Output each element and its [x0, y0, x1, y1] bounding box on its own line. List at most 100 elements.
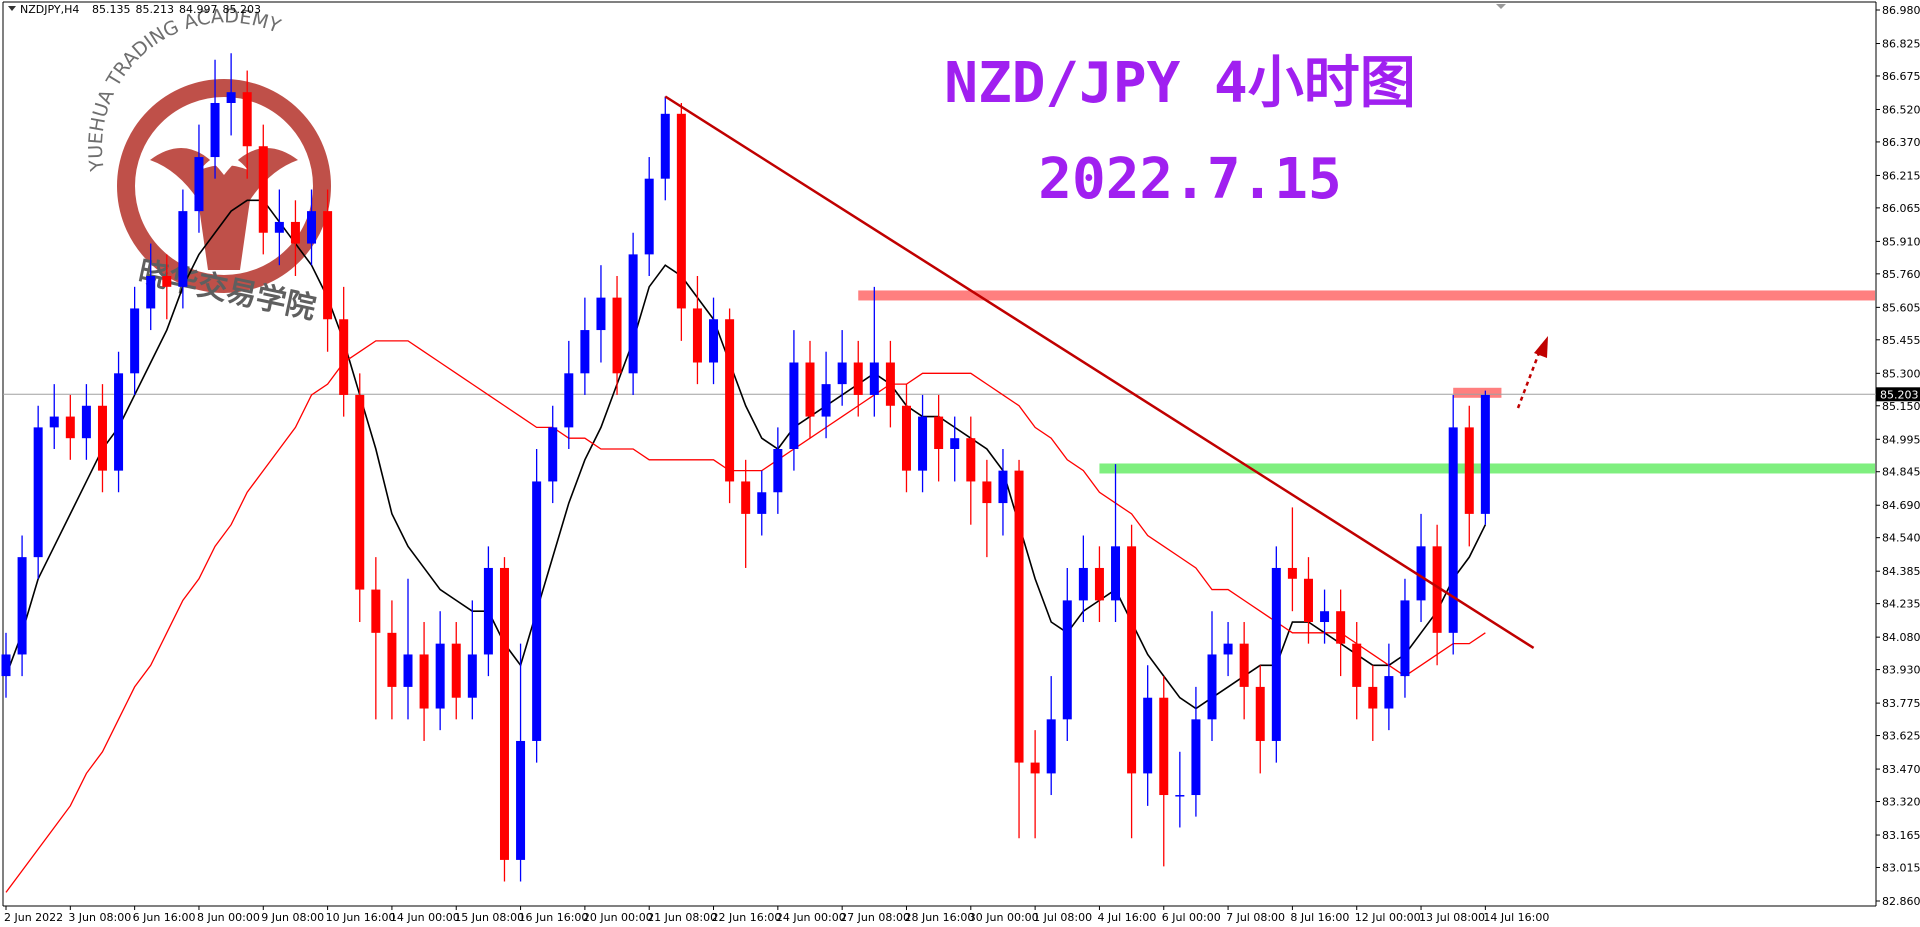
candle-body [516, 740, 526, 860]
candle-body [1078, 567, 1088, 601]
chart-title: NZD/JPY 4小时图 [944, 51, 1415, 116]
candle-body [1271, 567, 1281, 741]
candle-body [97, 405, 107, 471]
y-tick-label: 85.605 [1882, 301, 1920, 314]
candle-body [1255, 686, 1265, 741]
y-tick-label: 85.760 [1882, 268, 1920, 281]
candle-body [81, 405, 91, 439]
candle-body [837, 362, 847, 385]
candle-body [950, 438, 960, 450]
candle-body [242, 92, 252, 147]
candle-body [65, 416, 75, 439]
x-tick-label: 8 Jul 16:00 [1290, 911, 1349, 924]
current-price-box [1876, 387, 1920, 402]
candle-body [483, 567, 493, 655]
candle-body [644, 178, 654, 255]
y-tick-label: 84.995 [1882, 433, 1920, 446]
candle-body [194, 157, 204, 212]
candle-body [676, 113, 686, 309]
candle-body [403, 654, 413, 687]
x-tick-label: 9 Jun 08:00 [261, 911, 324, 924]
candle-body [805, 362, 815, 417]
candle-body [1, 654, 11, 677]
candle-body [1175, 795, 1185, 797]
x-tick-label: 30 Jun 00:00 [969, 911, 1039, 924]
level-zone [1453, 387, 1502, 398]
y-tick-label: 83.470 [1882, 763, 1920, 776]
candle-body [789, 362, 799, 450]
x-tick-label: 14 Jul 16:00 [1483, 911, 1549, 924]
y-tick-label: 84.540 [1882, 532, 1920, 545]
candle-body [998, 470, 1008, 504]
y-tick-label: 83.320 [1882, 796, 1920, 809]
candle-body [628, 254, 638, 374]
y-tick-label: 85.455 [1882, 334, 1920, 347]
candle-body [1432, 546, 1442, 633]
candle-body [499, 567, 509, 860]
candle-body [1127, 546, 1137, 774]
y-tick-label: 83.625 [1882, 730, 1920, 743]
candle-body [1062, 600, 1072, 720]
x-tick-label: 6 Jun 16:00 [133, 911, 196, 924]
x-tick-label: 15 Jun 08:00 [454, 911, 524, 924]
header-value: 85.213 [136, 3, 175, 16]
candle-body [1191, 719, 1201, 796]
candle-body [1448, 427, 1458, 633]
arrow-head [1534, 336, 1548, 358]
header-symbol: NZDJPY,H4 [20, 3, 79, 16]
candle-body [918, 416, 928, 471]
y-tick-label: 85.910 [1882, 235, 1920, 248]
y-tick-label: 85.150 [1882, 400, 1920, 413]
x-tick-label: 13 Jul 08:00 [1419, 911, 1485, 924]
candle-body [1143, 697, 1153, 774]
header-value: 84.997 [179, 3, 218, 16]
x-tick-label: 6 Jul 00:00 [1162, 911, 1221, 924]
candle-body [660, 113, 670, 179]
candle-body [258, 146, 268, 233]
candle-body [709, 319, 719, 363]
candle-body [1464, 427, 1474, 514]
candle-body [1336, 611, 1346, 644]
moving-average [5, 199, 1487, 710]
current-price-label: 85.203 [1880, 388, 1919, 401]
candle-body [901, 405, 911, 471]
candle-body [1303, 578, 1313, 623]
candle-body [114, 373, 124, 471]
y-tick-label: 83.930 [1882, 664, 1920, 677]
x-tick-label: 16 Jun 16:00 [519, 911, 589, 924]
candle-body [580, 330, 590, 374]
arrow [1516, 344, 1544, 409]
candle-body [612, 297, 622, 374]
candle-body [532, 481, 542, 741]
candle-body [1111, 546, 1121, 601]
x-tick-label: 2 Jun 2022 [4, 911, 63, 924]
candle-body [1014, 470, 1024, 763]
candle-body [596, 297, 606, 331]
menu-icon [8, 6, 16, 11]
y-tick-label: 83.165 [1882, 829, 1920, 842]
x-tick-label: 1 Jul 08:00 [1033, 911, 1092, 924]
candle-body [1320, 611, 1330, 623]
candle-body [1287, 567, 1297, 579]
x-tick-label: 28 Jun 16:00 [904, 911, 974, 924]
candle-body [33, 427, 43, 558]
candle-body [387, 632, 397, 687]
x-tick-label: 21 Jun 08:00 [647, 911, 717, 924]
candle-body [773, 449, 783, 493]
candle-body [355, 394, 365, 590]
y-tick-label: 84.385 [1882, 565, 1920, 578]
x-tick-label: 24 Jun 00:00 [776, 911, 846, 924]
candle-body [1480, 394, 1490, 514]
x-tick-label: 4 Jul 16:00 [1097, 911, 1156, 924]
y-tick-label: 84.690 [1882, 499, 1920, 512]
candle-body [371, 589, 381, 633]
y-tick-label: 86.065 [1882, 202, 1920, 215]
candle-body [982, 481, 992, 504]
candle-body [339, 319, 349, 395]
y-tick-label: 84.080 [1882, 631, 1920, 644]
candle-body [821, 384, 831, 417]
y-tick-label: 85.300 [1882, 367, 1920, 380]
candle-body [451, 643, 461, 698]
